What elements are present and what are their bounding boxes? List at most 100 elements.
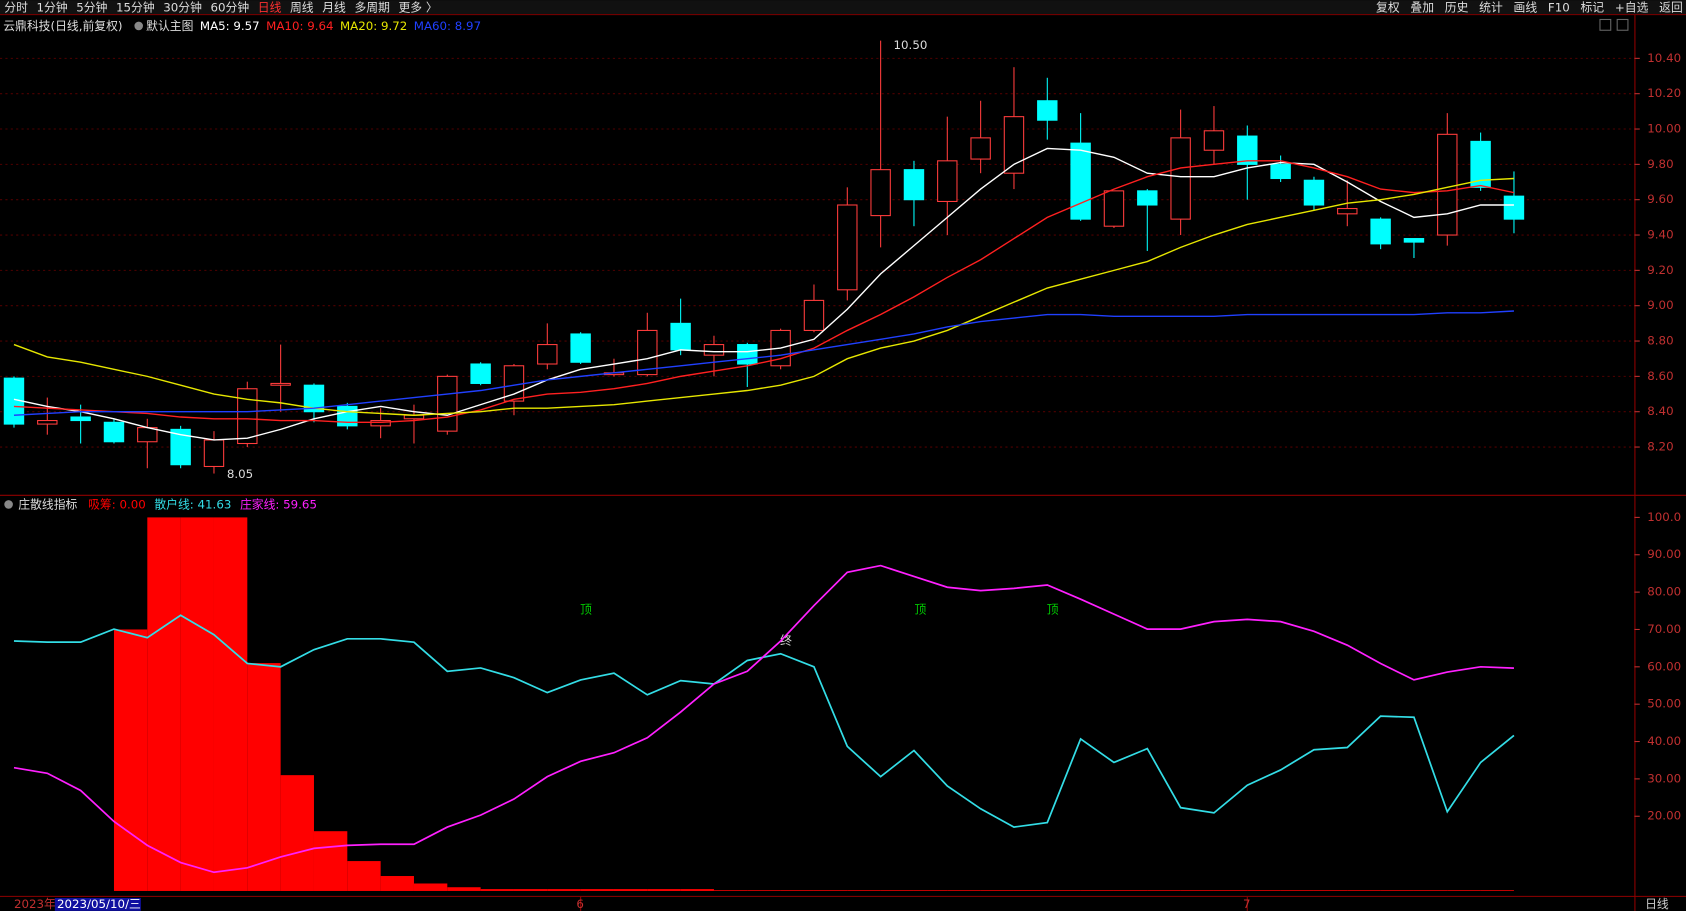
candle-body bbox=[903, 169, 925, 201]
bar bbox=[513, 889, 548, 891]
bar bbox=[947, 890, 981, 891]
bar bbox=[1313, 890, 1348, 891]
toolbar-button[interactable]: 60分钟 bbox=[211, 0, 250, 14]
bar bbox=[1413, 890, 1448, 891]
toolbar-button[interactable]: 30分钟 bbox=[163, 0, 202, 14]
bar bbox=[1280, 890, 1314, 891]
legend: 庄散线指标 吸筹: 0.00 散户线: 41.63 庄家线: 59.65 bbox=[18, 497, 317, 511]
bar bbox=[880, 890, 914, 891]
toolbar-button[interactable]: 历史 bbox=[1445, 0, 1469, 14]
y-tick-label: 20.00 bbox=[1647, 809, 1681, 823]
legend-icon bbox=[134, 21, 144, 31]
bar bbox=[1080, 890, 1114, 891]
candle-body bbox=[1137, 190, 1158, 206]
y-tick-label: 70.00 bbox=[1647, 622, 1681, 636]
legend-entry: 散户线: 41.63 bbox=[154, 497, 231, 511]
toolbar-button[interactable]: 分时 bbox=[4, 0, 28, 14]
bar bbox=[347, 861, 381, 891]
candle-body bbox=[1370, 218, 1391, 245]
bar bbox=[547, 889, 581, 891]
bar bbox=[980, 890, 1014, 891]
bar bbox=[1180, 890, 1214, 891]
bar bbox=[580, 889, 614, 891]
top-signal: 顶 bbox=[1047, 602, 1059, 616]
top-signal: 顶 bbox=[915, 602, 927, 616]
candle-body bbox=[103, 421, 125, 443]
legend-entry: MA20: 9.72 bbox=[340, 18, 407, 32]
toolbar-button[interactable]: 更多 〉 bbox=[399, 0, 438, 14]
legend-entry: 吸筹: 0.00 bbox=[88, 497, 146, 511]
toolbar-button[interactable]: 月线 bbox=[322, 0, 346, 14]
candle-body bbox=[270, 382, 291, 386]
toolbar-right: 复权 叠加 历史 统计 画线 F10 标记 +自选 返回 bbox=[1376, 0, 1683, 14]
window-button[interactable] bbox=[1616, 18, 1629, 31]
y-tick-label: 100.0 bbox=[1647, 510, 1681, 524]
legend: 云鼎科技(日线,前复权) 默认主图 MA5: 9.57 MA10: 9.64 MA20:… bbox=[3, 18, 481, 32]
candle-body bbox=[203, 439, 225, 468]
y-tick-label: 9.80 bbox=[1647, 157, 1673, 171]
toolbar-button[interactable]: F10 bbox=[1548, 0, 1570, 14]
candle-body bbox=[470, 363, 491, 384]
toolbar-button[interactable]: 叠加 bbox=[1410, 0, 1434, 14]
candle-body bbox=[1103, 190, 1125, 227]
candle-body bbox=[937, 160, 958, 202]
toolbar-button[interactable]: 15分钟 bbox=[116, 0, 155, 14]
toolbar-button[interactable]: 日线 bbox=[258, 0, 282, 14]
bar bbox=[480, 889, 514, 891]
legend-entry: MA60: 8.97 bbox=[414, 18, 481, 32]
legend-title: 云鼎科技(日线,前复权) bbox=[3, 18, 122, 32]
indicator-line bbox=[13, 564, 1514, 874]
indicator-line bbox=[13, 147, 1514, 441]
y-tick-label: 80.00 bbox=[1647, 585, 1681, 599]
candle-body bbox=[1003, 116, 1025, 174]
y-tick-label: 8.40 bbox=[1647, 404, 1673, 418]
candle-body bbox=[170, 428, 191, 466]
toolbar-button[interactable]: +自选 bbox=[1615, 0, 1649, 14]
y-tick-label: 9.60 bbox=[1647, 192, 1673, 206]
legend-subtitle[interactable]: 默认主图 bbox=[146, 18, 193, 32]
toolbar-button[interactable]: 统计 bbox=[1479, 0, 1503, 14]
bar bbox=[847, 890, 881, 891]
bar bbox=[1047, 890, 1081, 891]
candle-body bbox=[1403, 238, 1425, 243]
candle-body bbox=[1270, 163, 1291, 180]
candle-body bbox=[1503, 195, 1525, 220]
period-label[interactable]: 日线 bbox=[1645, 897, 1669, 911]
y-tick-label: 8.20 bbox=[1647, 440, 1673, 454]
low-label: 8.05 bbox=[227, 467, 253, 481]
toolbar-button[interactable]: 复权 bbox=[1376, 0, 1400, 14]
toolbar-button[interactable]: 1分钟 bbox=[37, 0, 68, 14]
candle-body bbox=[703, 344, 725, 356]
toolbar-button[interactable]: 周线 bbox=[290, 0, 314, 14]
indicator-line bbox=[13, 310, 1514, 416]
legend-entry: 庄家线: 59.65 bbox=[240, 497, 317, 511]
toolbar-button[interactable]: 多周期 bbox=[354, 0, 389, 14]
bar bbox=[1147, 890, 1181, 891]
window-button[interactable] bbox=[1599, 18, 1612, 31]
candle-body bbox=[637, 329, 658, 376]
bar bbox=[1480, 890, 1514, 891]
indicator-line bbox=[13, 160, 1515, 424]
indicator-line bbox=[13, 177, 1514, 416]
bar bbox=[413, 883, 448, 891]
toolbar-button[interactable]: 5分钟 bbox=[76, 0, 107, 14]
high-label: 10.50 bbox=[894, 38, 928, 52]
y-tick-label: 9.00 bbox=[1647, 298, 1673, 312]
toolbar-button[interactable]: 返回 bbox=[1659, 0, 1683, 14]
candle-body bbox=[1470, 140, 1491, 188]
bar bbox=[280, 775, 314, 891]
candle-body bbox=[1037, 100, 1058, 121]
y-tick-label: 50.00 bbox=[1647, 697, 1681, 711]
y-tick-label: 8.80 bbox=[1647, 334, 1673, 348]
bar bbox=[213, 517, 248, 891]
bar bbox=[813, 890, 848, 891]
toolbar-button[interactable]: 画线 bbox=[1514, 0, 1538, 14]
toolbar-button[interactable]: 标记 bbox=[1580, 0, 1604, 14]
x-tick-label: 6 bbox=[576, 897, 584, 911]
bar bbox=[1213, 890, 1248, 891]
bar bbox=[380, 876, 414, 891]
y-tick-label: 10.20 bbox=[1647, 86, 1681, 100]
bar bbox=[1013, 890, 1048, 891]
candle-body bbox=[870, 169, 891, 217]
candle-body bbox=[437, 375, 458, 432]
